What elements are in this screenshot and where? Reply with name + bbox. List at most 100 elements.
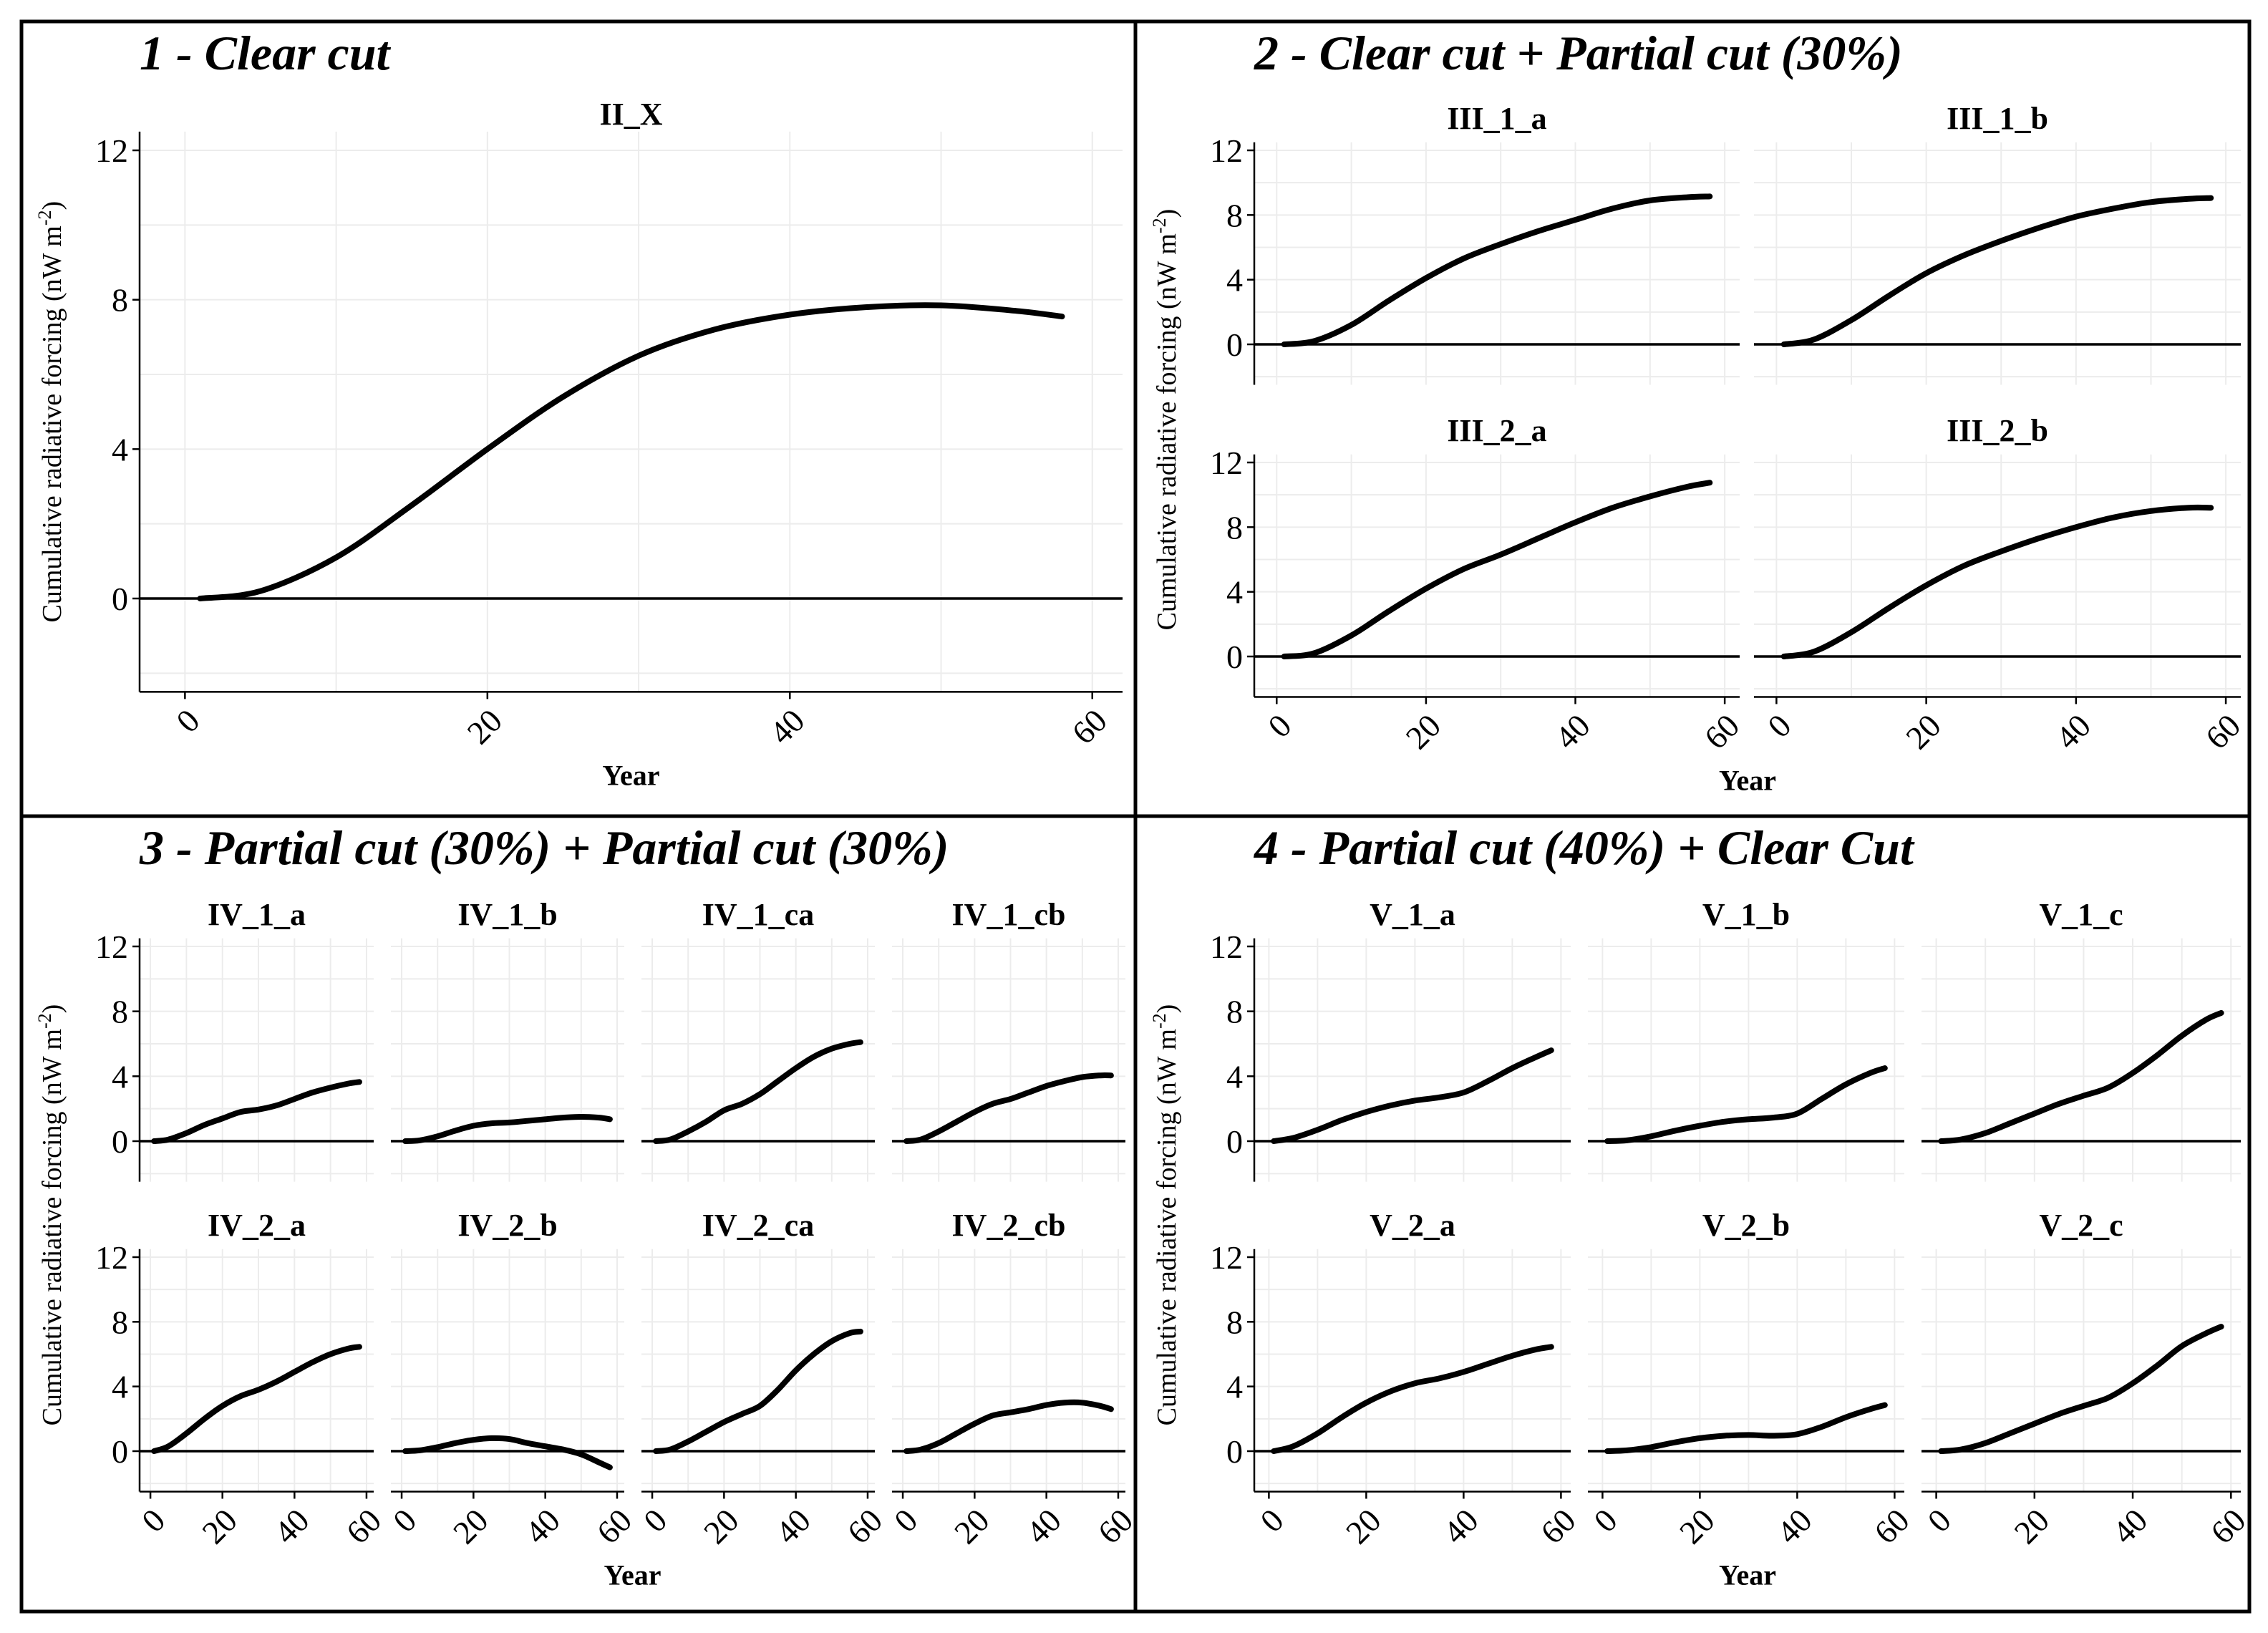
x-tick-label: 60 <box>590 1502 639 1551</box>
panel-IV_2_cb: 0 20 40 60 IV_2_cb <box>887 1208 1140 1551</box>
y-axis-title-main: Cumulative radiative forcing (nW m <box>1152 1029 1182 1425</box>
y-tick-label: 0 <box>112 1433 128 1470</box>
quadrant-title-q3: 3 - Partial cut (30%) + Partial cut (30%… <box>139 820 949 875</box>
x-tick-label: 40 <box>768 1502 818 1551</box>
x-tick-label: 0 <box>386 1502 423 1539</box>
x-axis-title: Year <box>604 1559 662 1591</box>
y-tick-label: 4 <box>112 1369 128 1405</box>
x-tick-label: 0 <box>1253 1502 1290 1539</box>
y-tick-label: 0 <box>1226 1123 1243 1160</box>
y-tick-label: 8 <box>112 282 128 319</box>
panel-IV_2_a: 0 4 8 12 0 20 40 60 IV_2_a <box>95 1208 388 1551</box>
x-axis-title: Year <box>1719 764 1776 796</box>
series-line-V_2_b <box>1604 1402 1888 1454</box>
panel-IV_1_cb: IV_1_cb <box>892 897 1125 1182</box>
y-tick-label: 8 <box>1226 509 1243 546</box>
series-line-III_1_b <box>1780 195 2214 347</box>
x-tick-label: 40 <box>1019 1502 1068 1551</box>
y-tick-label: 4 <box>112 431 128 467</box>
panel-title: III_1_b <box>1947 101 2048 136</box>
panel-title: V_1_b <box>1702 897 1790 932</box>
panel-title: V_2_a <box>1370 1208 1455 1243</box>
series-line-IV_2_cb <box>903 1399 1114 1454</box>
y-axis-title-close: ) <box>37 201 67 210</box>
panel-III_2_b: 0 20 40 60 III_2_b <box>1754 413 2247 756</box>
quadrant-title-q1: 1 - Clear cut <box>140 26 392 80</box>
x-tick-label: 20 <box>1899 707 1948 757</box>
y-tick-label: 12 <box>1210 445 1243 481</box>
y-axis-title: Cumulative radiative forcing (nW m-2) <box>34 201 67 623</box>
y-tick-label: 12 <box>1210 132 1243 169</box>
x-tick-label: 20 <box>195 1502 244 1551</box>
y-axis-title-main: Cumulative radiative forcing (nW m <box>37 226 67 622</box>
y-axis-title-exp: -2 <box>34 1013 55 1029</box>
x-tick-label: 40 <box>518 1502 567 1551</box>
panel-title: III_1_a <box>1447 101 1546 136</box>
x-tick-label: 40 <box>1436 1502 1486 1551</box>
x-tick-label: 0 <box>636 1502 674 1539</box>
x-tick-label: 60 <box>2204 1502 2253 1551</box>
series-line-II_X <box>197 302 1065 601</box>
panel-IV_2_b: 0 20 40 60 IV_2_b <box>386 1208 639 1551</box>
y-tick-label: 12 <box>1210 1239 1243 1276</box>
panel-title: V_2_c <box>2039 1208 2123 1243</box>
series-line-V_1_c <box>1938 1009 2224 1144</box>
series-line-III_2_a <box>1281 480 1713 659</box>
y-tick-label: 8 <box>1226 1304 1243 1340</box>
x-tick-label: 60 <box>1091 1502 1140 1551</box>
series-line-IV_1_cb <box>903 1072 1114 1144</box>
panel-title: III_2_b <box>1947 413 2048 448</box>
series-line-III_1_a <box>1281 193 1713 347</box>
x-tick-label: 40 <box>1770 1502 1819 1551</box>
x-tick-label: 0 <box>135 1502 172 1539</box>
x-tick-label: 20 <box>697 1502 746 1551</box>
y-tick-label: 0 <box>1226 1433 1243 1470</box>
panel-IV_1_a: 0 4 8 12 IV_1_a <box>95 897 374 1182</box>
panel-title: IV_2_b <box>457 1208 557 1243</box>
x-tick-label: 60 <box>2199 707 2248 757</box>
panel-II_X: 0 4 8 12 0 20 40 60 II_X <box>95 97 1123 751</box>
panel-V_1_b: V_1_b <box>1588 897 1904 1182</box>
y-tick-label: 4 <box>112 1058 128 1095</box>
series-line-IV_2_a <box>151 1344 362 1454</box>
y-axis-title: Cumulative radiative forcing (nW m-2) <box>1149 209 1182 631</box>
y-tick-label: 8 <box>1226 994 1243 1030</box>
x-tick-label: 40 <box>2049 707 2098 757</box>
y-axis-title-exp: -2 <box>1149 1013 1170 1029</box>
quadrant-title-q4: 4 - Partial cut (40%) + Clear Cut <box>1253 820 1915 875</box>
y-tick-label: 12 <box>95 929 128 965</box>
y-axis-title-exp: -2 <box>34 210 55 226</box>
x-tick-label: 60 <box>1867 1502 1916 1551</box>
panel-title: IV_2_a <box>208 1208 306 1243</box>
y-axis-title-close: ) <box>1152 1004 1182 1014</box>
y-tick-label: 8 <box>112 1304 128 1340</box>
y-tick-label: 12 <box>95 1239 128 1276</box>
panel-title: IV_2_ca <box>702 1208 814 1243</box>
x-tick-label: 40 <box>2105 1502 2155 1551</box>
y-tick-label: 4 <box>1226 262 1243 299</box>
x-tick-label: 20 <box>1399 707 1448 757</box>
x-tick-label: 20 <box>947 1502 997 1551</box>
y-tick-label: 12 <box>1210 929 1243 965</box>
y-tick-label: 0 <box>1226 639 1243 675</box>
x-tick-label: 0 <box>1261 707 1298 745</box>
panel-V_2_a: 0 4 8 12 0 20 40 60 V_2_a <box>1210 1208 1583 1551</box>
y-tick-label: 8 <box>1226 197 1243 233</box>
y-axis-title: Cumulative radiative forcing (nW m-2) <box>34 1004 67 1426</box>
y-axis-title-close: ) <box>1152 209 1182 218</box>
x-tick-label: 60 <box>1065 702 1114 752</box>
panel-III_1_a: 0 4 8 12 III_1_a <box>1210 101 1740 385</box>
panel-V_2_c: 0 20 40 60 V_2_c <box>1921 1208 2253 1551</box>
series-line-III_2_b <box>1780 504 2214 659</box>
y-axis-title-close: ) <box>37 1004 67 1014</box>
y-tick-label: 0 <box>1226 326 1243 363</box>
y-axis-title-exp: -2 <box>1149 218 1170 233</box>
quadrant-frames <box>19 19 2252 1614</box>
x-tick-label: 0 <box>1586 1502 1624 1539</box>
panel-V_2_b: 0 20 40 60 V_2_b <box>1586 1208 1916 1551</box>
series-line-V_1_a <box>1271 1047 1554 1144</box>
y-tick-label: 12 <box>95 132 128 169</box>
quadrant-title-q2: 2 - Clear cut + Partial cut (30%) <box>1254 26 1903 80</box>
panel-title: IV_2_cb <box>952 1208 1066 1243</box>
